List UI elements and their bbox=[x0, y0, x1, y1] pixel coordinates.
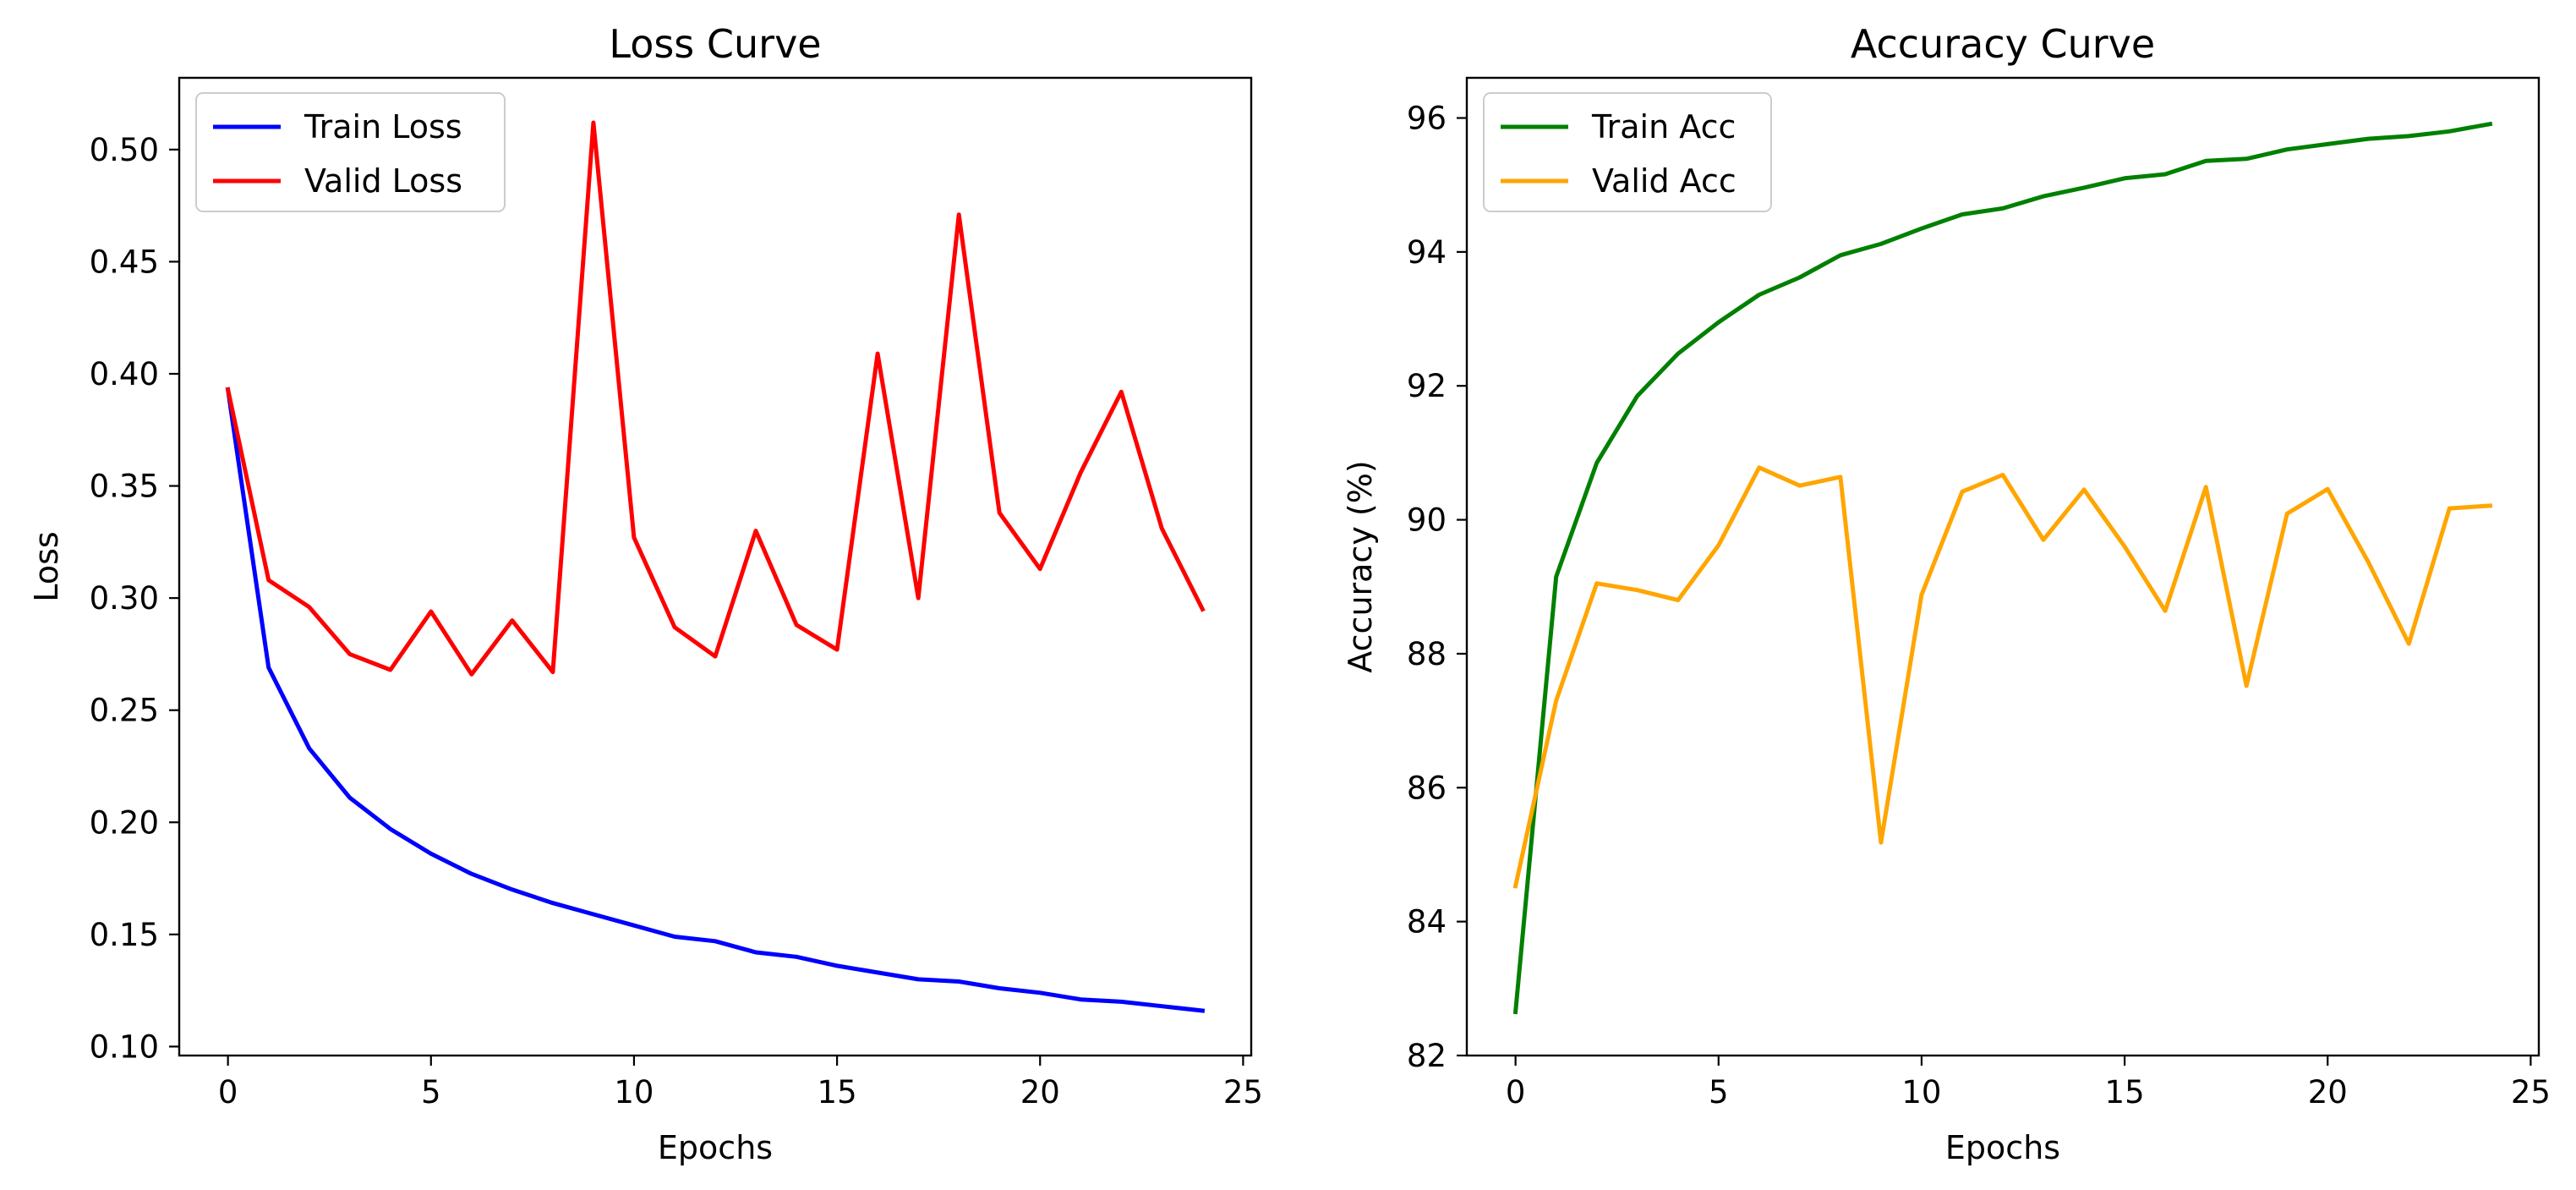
loss-y-tick-label: 0.25 bbox=[90, 693, 159, 729]
valid-acc-legend-label: Valid Acc bbox=[1592, 162, 1736, 200]
loss-x-tick-label: 10 bbox=[614, 1074, 654, 1110]
accuracy-y-tick-label: 84 bbox=[1407, 904, 1447, 940]
loss-x-tick-label: 15 bbox=[818, 1074, 857, 1110]
accuracy-x-tick-label: 15 bbox=[2105, 1074, 2145, 1110]
accuracy-y-tick-label: 82 bbox=[1407, 1038, 1447, 1074]
loss-y-tick-label: 0.35 bbox=[90, 469, 159, 505]
train-acc-legend-label: Train Acc bbox=[1591, 108, 1736, 145]
accuracy-axes-frame bbox=[1465, 76, 2540, 1057]
accuracy-x-tick-label: 25 bbox=[2511, 1074, 2551, 1110]
accuracy-x-axis-label: Epochs bbox=[1945, 1129, 2060, 1166]
accuracy-x-tick-label: 0 bbox=[1506, 1074, 1526, 1110]
valid-loss-legend-label: Valid Loss bbox=[304, 162, 462, 200]
accuracy-chart-title: Accuracy Curve bbox=[1851, 21, 2155, 67]
accuracy-y-tick-label: 88 bbox=[1407, 636, 1447, 672]
accuracy-y-tick-label: 92 bbox=[1407, 368, 1447, 404]
accuracy-x-tick-label: 20 bbox=[2308, 1074, 2348, 1110]
accuracy-y-tick-label: 96 bbox=[1407, 101, 1447, 137]
loss-x-tick-label: 25 bbox=[1223, 1074, 1263, 1110]
accuracy-y-tick-label: 90 bbox=[1407, 502, 1447, 539]
loss-legend: Train Loss Valid Loss bbox=[195, 92, 506, 212]
accuracy-legend: Train Acc Valid Acc bbox=[1483, 92, 1772, 212]
accuracy-chart: Accuracy Curve 0 5 10 15 20 25 82 84 86 88 90 92 94 96… bbox=[1342, 21, 2551, 1166]
train-acc-line bbox=[1512, 121, 2493, 1015]
train-loss-legend-label: Train Loss bbox=[304, 108, 462, 145]
loss-y-axis-label: Loss bbox=[28, 531, 65, 601]
loss-chart: Loss Curve 0 5 10 15 20 25 0.10 0.15 0.20 0.25 0.30… bbox=[28, 21, 1263, 1166]
loss-chart-title: Loss Curve bbox=[609, 21, 821, 67]
loss-y-tick-label: 0.20 bbox=[90, 804, 159, 841]
accuracy-y-tick-label: 86 bbox=[1407, 770, 1447, 806]
loss-y-tick-label: 0.40 bbox=[90, 356, 159, 392]
loss-x-tick-label: 0 bbox=[218, 1074, 238, 1110]
loss-x-axis-label: Epochs bbox=[658, 1129, 773, 1166]
loss-y-tick-label: 0.45 bbox=[90, 244, 159, 280]
accuracy-y-axis-label: Accuracy (%) bbox=[1342, 460, 1379, 672]
valid-acc-line bbox=[1512, 465, 2493, 889]
loss-axes-frame bbox=[178, 76, 1253, 1057]
loss-y-tick-label: 0.50 bbox=[90, 132, 159, 168]
loss-x-tick-label: 5 bbox=[421, 1074, 441, 1110]
accuracy-x-tick-label: 10 bbox=[1901, 1074, 1941, 1110]
valid-loss-line bbox=[225, 120, 1206, 677]
loss-x-tick-label: 20 bbox=[1020, 1074, 1060, 1110]
loss-y-tick-label: 0.30 bbox=[90, 580, 159, 617]
accuracy-y-tick-label: 94 bbox=[1407, 234, 1447, 271]
loss-y-tick-label: 0.10 bbox=[90, 1028, 159, 1065]
accuracy-x-tick-label: 5 bbox=[1709, 1074, 1729, 1110]
loss-y-tick-label: 0.15 bbox=[90, 917, 159, 953]
train-loss-line bbox=[225, 387, 1206, 1013]
